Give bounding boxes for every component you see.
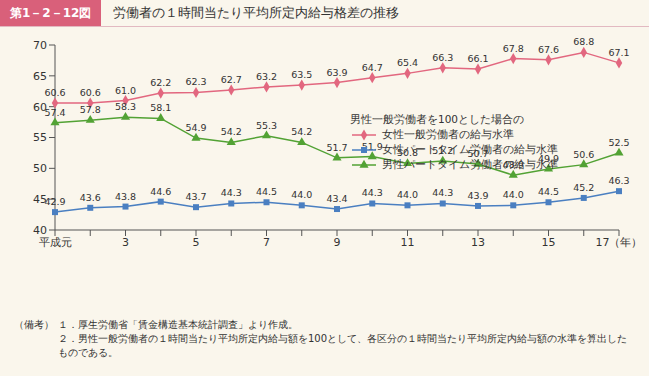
- svg-text:66.1: 66.1: [467, 53, 488, 64]
- svg-text:57.4: 57.4: [44, 107, 65, 118]
- svg-text:50.6: 50.6: [573, 149, 594, 160]
- svg-text:44.5: 44.5: [538, 186, 559, 197]
- svg-text:64.7: 64.7: [362, 62, 383, 73]
- svg-text:52.5: 52.5: [608, 137, 629, 148]
- svg-text:51.2: 51.2: [432, 145, 453, 156]
- svg-text:62.2: 62.2: [150, 77, 171, 88]
- svg-text:63.5: 63.5: [291, 69, 312, 80]
- svg-text:43.4: 43.4: [326, 193, 347, 204]
- svg-text:65.4: 65.4: [397, 57, 418, 68]
- svg-text:67.8: 67.8: [503, 43, 524, 54]
- svg-text:70: 70: [33, 39, 47, 52]
- svg-text:44.6: 44.6: [150, 186, 171, 197]
- svg-text:44.0: 44.0: [291, 189, 312, 200]
- svg-text:5: 5: [193, 236, 200, 249]
- svg-text:63.9: 63.9: [326, 67, 347, 78]
- svg-text:15: 15: [542, 236, 556, 249]
- svg-text:44.0: 44.0: [397, 189, 418, 200]
- svg-text:11: 11: [401, 236, 415, 249]
- svg-text:54.9: 54.9: [185, 122, 206, 133]
- svg-text:40: 40: [33, 224, 47, 237]
- svg-text:60.6: 60.6: [80, 87, 101, 98]
- svg-text:44.3: 44.3: [221, 187, 242, 198]
- svg-text:42.9: 42.9: [44, 196, 65, 207]
- svg-text:43.7: 43.7: [185, 191, 206, 202]
- svg-text:68.8: 68.8: [573, 36, 594, 47]
- svg-text:3: 3: [122, 236, 129, 249]
- svg-text:46.3: 46.3: [608, 175, 629, 186]
- svg-text:48.9: 48.9: [503, 159, 524, 170]
- svg-text:43.8: 43.8: [115, 191, 136, 202]
- svg-text:44.3: 44.3: [432, 187, 453, 198]
- svg-text:17（年）: 17（年）: [596, 236, 642, 249]
- svg-text:62.7: 62.7: [221, 74, 242, 85]
- svg-text:50.7: 50.7: [467, 148, 488, 159]
- svg-text:51.9: 51.9: [362, 141, 383, 152]
- svg-text:44.0: 44.0: [503, 189, 524, 200]
- svg-text:50: 50: [33, 162, 47, 175]
- svg-text:55: 55: [33, 131, 47, 144]
- svg-text:45.2: 45.2: [573, 182, 594, 193]
- svg-text:平成元: 平成元: [39, 236, 72, 249]
- svg-text:54.2: 54.2: [291, 126, 312, 137]
- svg-text:54.2: 54.2: [221, 126, 242, 137]
- svg-text:60.6: 60.6: [44, 87, 65, 98]
- svg-text:13: 13: [471, 236, 485, 249]
- svg-text:63.2: 63.2: [256, 71, 277, 82]
- svg-text:62.3: 62.3: [185, 76, 206, 87]
- svg-text:9: 9: [334, 236, 341, 249]
- svg-text:58.3: 58.3: [115, 101, 136, 112]
- svg-text:57.8: 57.8: [80, 104, 101, 115]
- svg-text:51.7: 51.7: [326, 142, 347, 153]
- svg-text:44.3: 44.3: [362, 187, 383, 198]
- svg-text:43.9: 43.9: [467, 190, 488, 201]
- svg-text:65: 65: [33, 70, 47, 83]
- svg-text:49.9: 49.9: [538, 153, 559, 164]
- svg-text:43.6: 43.6: [80, 192, 101, 203]
- svg-text:67.6: 67.6: [538, 44, 559, 55]
- svg-text:55.3: 55.3: [256, 120, 277, 131]
- svg-text:66.3: 66.3: [432, 52, 453, 63]
- svg-text:67.1: 67.1: [608, 47, 629, 58]
- svg-text:58.1: 58.1: [150, 102, 171, 113]
- svg-text:44.5: 44.5: [256, 186, 277, 197]
- svg-text:7: 7: [263, 236, 270, 249]
- svg-text:50.8: 50.8: [397, 147, 418, 158]
- svg-text:61.0: 61.0: [115, 85, 136, 96]
